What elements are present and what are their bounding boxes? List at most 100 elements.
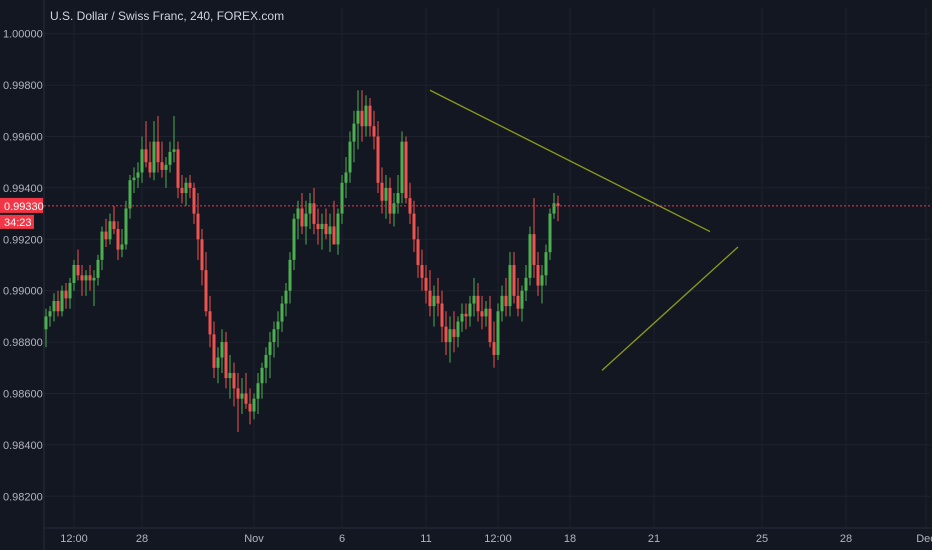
candle[interactable] <box>456 316 460 348</box>
candle[interactable] <box>288 252 292 304</box>
candle[interactable] <box>372 110 376 150</box>
candle[interactable] <box>236 372 240 433</box>
candle[interactable] <box>548 208 552 260</box>
candle[interactable] <box>364 95 368 137</box>
candle[interactable] <box>492 321 496 368</box>
candle[interactable] <box>80 265 84 296</box>
candle[interactable] <box>140 136 144 183</box>
candle[interactable] <box>56 290 60 317</box>
candle[interactable] <box>64 282 68 309</box>
candle[interactable] <box>136 162 140 188</box>
candle[interactable] <box>472 277 476 317</box>
candle[interactable] <box>172 115 176 163</box>
candle[interactable] <box>468 295 472 327</box>
candle[interactable] <box>272 321 276 358</box>
candle[interactable] <box>60 285 64 317</box>
trendline-lower[interactable] <box>601 246 739 371</box>
candle[interactable] <box>356 90 360 150</box>
candle[interactable] <box>228 354 232 399</box>
candle[interactable] <box>300 193 304 235</box>
candle[interactable] <box>540 265 544 304</box>
candle[interactable] <box>436 277 440 317</box>
candle[interactable] <box>84 270 88 296</box>
candle[interactable] <box>420 249 424 291</box>
candle[interactable] <box>320 213 324 250</box>
candle[interactable] <box>148 141 152 178</box>
candle[interactable] <box>348 131 352 183</box>
candle[interactable] <box>196 193 200 260</box>
candle[interactable] <box>504 277 508 317</box>
candle[interactable] <box>340 175 344 224</box>
candle[interactable] <box>204 252 208 317</box>
candle[interactable] <box>352 110 356 163</box>
candle[interactable] <box>88 265 92 291</box>
candle[interactable] <box>516 277 520 317</box>
candle[interactable] <box>496 303 500 361</box>
candle[interactable] <box>260 362 264 399</box>
candle[interactable] <box>444 311 448 355</box>
candle[interactable] <box>132 167 136 194</box>
candle[interactable] <box>344 157 348 199</box>
candle[interactable] <box>404 136 408 204</box>
candle[interactable] <box>336 208 340 255</box>
candle[interactable] <box>96 254 100 286</box>
candle[interactable] <box>500 285 504 322</box>
trendlines[interactable] <box>429 89 739 371</box>
candle[interactable] <box>308 193 312 230</box>
candle[interactable] <box>192 182 196 224</box>
candle[interactable] <box>412 200 416 253</box>
candle[interactable] <box>316 208 320 245</box>
candle[interactable] <box>212 321 216 379</box>
candle[interactable] <box>252 393 256 420</box>
candle[interactable] <box>396 175 400 214</box>
candle[interactable] <box>324 208 328 240</box>
candle[interactable] <box>264 347 268 384</box>
candle[interactable] <box>92 270 96 307</box>
candle[interactable] <box>448 316 452 363</box>
candle[interactable] <box>388 177 392 224</box>
candle[interactable] <box>400 131 404 204</box>
y-axis[interactable]: 1.00000 0.99800 0.99600 0.99400 0.99200 0.990… <box>3 0 45 550</box>
candle[interactable] <box>160 141 164 178</box>
candle[interactable] <box>112 205 116 235</box>
candle[interactable] <box>224 331 228 389</box>
candle[interactable] <box>244 372 248 409</box>
candle[interactable] <box>464 303 468 330</box>
candle[interactable] <box>124 200 128 250</box>
candle[interactable] <box>440 290 444 343</box>
candle[interactable] <box>44 308 48 348</box>
candle[interactable] <box>276 311 280 348</box>
candle[interactable] <box>524 265 528 301</box>
candle[interactable] <box>188 175 192 199</box>
candle[interactable] <box>332 200 336 245</box>
candle[interactable] <box>72 259 76 291</box>
candle[interactable] <box>392 193 396 227</box>
candle[interactable] <box>476 282 480 322</box>
candle[interactable] <box>180 175 184 204</box>
trendline-upper[interactable] <box>429 89 711 233</box>
candle[interactable] <box>232 362 236 407</box>
candle[interactable] <box>156 115 160 173</box>
candle[interactable] <box>200 229 204 286</box>
candle[interactable] <box>460 303 464 332</box>
candle[interactable] <box>168 141 172 173</box>
candle[interactable] <box>532 198 536 278</box>
candle[interactable] <box>120 229 124 258</box>
candle[interactable] <box>220 329 224 373</box>
candle[interactable] <box>376 121 380 194</box>
candle[interactable] <box>108 213 112 245</box>
candle[interactable] <box>544 244 548 286</box>
candle[interactable] <box>536 252 540 296</box>
candle[interactable] <box>176 141 180 199</box>
candle[interactable] <box>360 90 364 142</box>
candle[interactable] <box>512 252 516 304</box>
candle[interactable] <box>428 270 432 317</box>
candle[interactable] <box>424 265 428 304</box>
candle[interactable] <box>116 221 120 260</box>
candle[interactable] <box>216 347 220 384</box>
candle[interactable] <box>184 177 188 206</box>
candle[interactable] <box>304 200 308 245</box>
candle[interactable] <box>528 226 532 286</box>
candle[interactable] <box>100 226 104 271</box>
candle[interactable] <box>152 121 156 181</box>
